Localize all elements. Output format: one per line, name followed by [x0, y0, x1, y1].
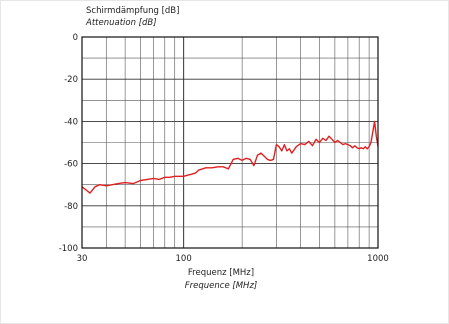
x-tick-label: 30	[77, 254, 88, 264]
plot-border	[81, 36, 379, 249]
x-axis-subtitle: Frequence [MHz]	[185, 281, 257, 291]
y-tick-label: -100	[59, 244, 78, 254]
grid	[81, 36, 379, 249]
attenuation-series-line	[81, 120, 379, 194]
y-axis-subtitle: Attenuation [dB]	[85, 18, 157, 28]
x-tick-label: 100	[176, 254, 192, 264]
y-tick-label: -80	[64, 202, 78, 212]
y-tick-label: -60	[64, 160, 78, 170]
x-axis-title: Frequenz [MHz]	[188, 268, 254, 278]
x-tick-labels: 30 100 1000	[77, 254, 389, 264]
y-tick-labels: 0 -20 -40 -60 -80 -100	[59, 33, 78, 254]
x-tick-label: 1000	[367, 254, 389, 264]
y-tick-label: 0	[73, 33, 78, 43]
y-axis-title: Schirmdämpfung [dB]	[86, 6, 179, 16]
y-tick-label: -40	[64, 117, 78, 127]
y-tick-label: -20	[64, 75, 78, 85]
